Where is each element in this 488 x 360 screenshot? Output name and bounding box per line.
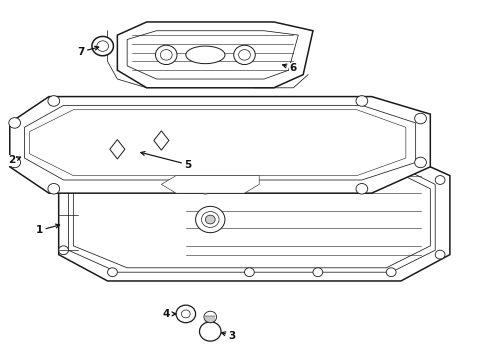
Text: 7: 7 (77, 46, 99, 57)
Circle shape (201, 212, 219, 228)
Polygon shape (59, 154, 449, 281)
Circle shape (48, 96, 60, 106)
Circle shape (107, 154, 117, 162)
Circle shape (59, 180, 68, 189)
Circle shape (181, 310, 190, 318)
Circle shape (92, 36, 113, 56)
Polygon shape (161, 176, 259, 193)
Circle shape (434, 250, 444, 259)
Circle shape (355, 96, 367, 106)
Circle shape (176, 305, 195, 323)
Polygon shape (10, 96, 429, 193)
Circle shape (9, 118, 20, 128)
Circle shape (414, 157, 426, 168)
Text: 1: 1 (36, 224, 60, 235)
Text: 3: 3 (221, 331, 235, 341)
Circle shape (107, 268, 117, 276)
Text: 2: 2 (9, 155, 20, 165)
Circle shape (160, 50, 172, 60)
Circle shape (199, 184, 211, 194)
Circle shape (9, 157, 20, 168)
Polygon shape (117, 22, 312, 88)
Text: 5: 5 (141, 152, 191, 170)
Ellipse shape (185, 46, 224, 64)
Circle shape (414, 113, 426, 124)
Circle shape (233, 45, 255, 64)
Circle shape (199, 322, 221, 341)
Circle shape (59, 246, 68, 255)
Circle shape (355, 184, 367, 194)
Circle shape (312, 268, 322, 276)
Circle shape (203, 311, 216, 323)
Circle shape (244, 268, 254, 276)
Circle shape (195, 206, 224, 233)
Circle shape (205, 215, 215, 224)
Circle shape (155, 45, 177, 64)
Circle shape (48, 184, 60, 194)
Circle shape (386, 154, 395, 162)
Text: 6: 6 (282, 63, 296, 73)
Circle shape (386, 268, 395, 276)
Circle shape (434, 176, 444, 184)
Text: 4: 4 (162, 309, 176, 319)
Circle shape (238, 50, 250, 60)
